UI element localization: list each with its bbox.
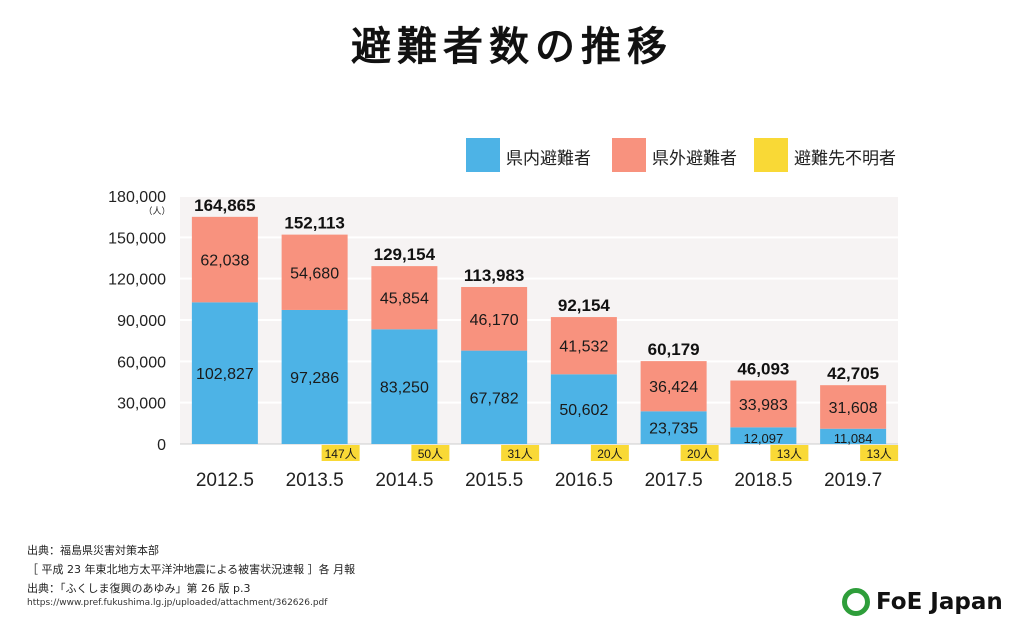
badge-unknown bbox=[770, 445, 809, 461]
data-label-domestic: 97,286 bbox=[290, 370, 339, 387]
data-label-unknown: 20人 bbox=[687, 447, 712, 461]
data-label-total: 92,154 bbox=[558, 296, 611, 315]
x-tick-label: 2017.5 bbox=[645, 470, 703, 491]
y-tick-label: 180,000 bbox=[108, 189, 166, 206]
data-label-unknown: 147人 bbox=[325, 447, 357, 461]
data-label-domestic: 12,097 bbox=[743, 431, 783, 446]
data-label-domestic: 67,782 bbox=[470, 390, 519, 407]
legend-swatch-unknown bbox=[754, 138, 788, 172]
bar-outside bbox=[820, 385, 887, 429]
data-label-domestic: 102,827 bbox=[196, 366, 254, 383]
source-line-2: ［ 平成 23 年東北地方太平洋沖地震による被害状況速報 ］各 月報 bbox=[27, 563, 356, 576]
data-label-outside: 46,170 bbox=[470, 312, 519, 329]
bar-outside bbox=[371, 266, 438, 330]
data-label-domestic: 23,735 bbox=[649, 421, 698, 438]
chart-plot: 0 30,000 60,000 90,000 120,000 150,000 180,000… bbox=[108, 189, 899, 491]
x-tick-label: 2018.5 bbox=[734, 470, 792, 491]
x-tick-label: 2016.5 bbox=[555, 470, 613, 491]
bar-outside bbox=[640, 361, 707, 412]
legend-swatch-outside bbox=[612, 138, 646, 172]
data-label-domestic: 83,250 bbox=[380, 380, 429, 397]
bar-outside bbox=[281, 234, 348, 310]
data-label-total: 113,983 bbox=[464, 266, 525, 285]
y-axis-unit: （人） bbox=[143, 206, 170, 217]
data-label-total: 164,865 bbox=[194, 196, 255, 215]
data-label-total: 42,705 bbox=[827, 364, 879, 383]
bar-domestic bbox=[550, 374, 617, 444]
data-label-outside: 33,983 bbox=[739, 397, 788, 414]
data-label-unknown: 50人 bbox=[418, 447, 443, 461]
bar-outside bbox=[191, 216, 258, 303]
y-tick-label: 60,000 bbox=[117, 354, 166, 371]
badge-unknown bbox=[321, 445, 360, 461]
chart-title: 避難者数の推移 bbox=[351, 24, 673, 70]
data-label-outside: 36,424 bbox=[649, 379, 698, 396]
logo-ring-icon bbox=[842, 588, 870, 616]
y-tick-label: 90,000 bbox=[117, 313, 166, 330]
data-label-outside: 41,532 bbox=[559, 339, 608, 356]
data-label-outside: 45,854 bbox=[380, 291, 429, 308]
bar-domestic bbox=[281, 309, 348, 444]
legend-label-unknown: 避難先不明者 bbox=[794, 149, 896, 169]
data-label-unknown: 13人 bbox=[777, 447, 802, 461]
bar-outside bbox=[461, 286, 528, 351]
data-label-total: 60,179 bbox=[648, 340, 700, 359]
bar-outside bbox=[550, 317, 617, 375]
bar-domestic bbox=[820, 428, 887, 444]
source-line-1: 出典：福島県災害対策本部 bbox=[27, 544, 159, 557]
source-url[interactable]: https://www.pref.fukushima.lg.jp/uploade… bbox=[27, 598, 328, 608]
bar-outside bbox=[730, 380, 797, 428]
bar-domestic bbox=[371, 329, 438, 444]
badge-unknown bbox=[680, 445, 719, 461]
foe-japan-logo: FoE Japan bbox=[842, 588, 1003, 618]
logo-text: FoE Japan bbox=[876, 589, 1003, 615]
source-line-3: 出典：「ふくしま復興のあゆみ」第 26 版 p.3 bbox=[27, 582, 251, 595]
x-tick-label: 2012.5 bbox=[196, 470, 254, 491]
data-label-total: 46,093 bbox=[737, 360, 789, 379]
x-tick-label: 2014.5 bbox=[375, 470, 433, 491]
data-label-unknown: 20人 bbox=[597, 447, 622, 461]
y-tick-label: 120,000 bbox=[108, 272, 166, 289]
badge-unknown bbox=[590, 445, 629, 461]
badge-unknown bbox=[411, 445, 450, 461]
bar-domestic bbox=[191, 302, 258, 444]
bar-domestic bbox=[730, 427, 797, 444]
bar-domestic bbox=[461, 350, 528, 444]
x-tick-label: 2013.5 bbox=[286, 470, 344, 491]
data-label-outside: 54,680 bbox=[290, 265, 339, 282]
legend-swatch-domestic bbox=[466, 138, 500, 172]
y-tick-label: 150,000 bbox=[108, 230, 166, 247]
badge-unknown bbox=[501, 445, 540, 461]
data-label-unknown: 13人 bbox=[866, 447, 891, 461]
y-tick-label: 0 bbox=[157, 437, 166, 454]
x-tick-label: 2015.5 bbox=[465, 470, 523, 491]
data-label-total: 152,113 bbox=[284, 214, 345, 233]
data-label-outside: 31,608 bbox=[829, 400, 878, 417]
badge-unknown bbox=[860, 445, 899, 461]
data-label-domestic: 50,602 bbox=[559, 402, 608, 419]
legend-label-domestic: 県内避難者 bbox=[506, 149, 591, 169]
x-tick-label: 2019.7 bbox=[824, 470, 882, 491]
data-label-domestic: 11,084 bbox=[834, 431, 873, 446]
data-label-total: 129,154 bbox=[374, 245, 436, 264]
legend-label-outside: 県外避難者 bbox=[652, 149, 737, 169]
y-tick-label: 30,000 bbox=[117, 396, 166, 413]
data-label-outside: 62,038 bbox=[200, 253, 249, 270]
data-label-unknown: 31人 bbox=[507, 447, 532, 461]
bar-domestic bbox=[640, 411, 707, 444]
